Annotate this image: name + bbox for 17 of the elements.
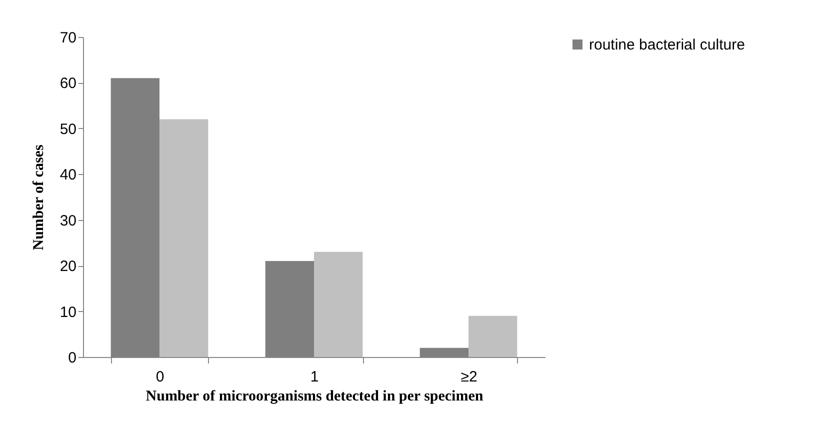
y-tick-label: 60 [60,75,76,92]
y-tick-label: 10 [60,304,76,321]
x-tick-label: 1 [310,368,319,386]
y-tick-label: 20 [60,258,76,276]
legend-label: routine bacterial culture [589,36,745,54]
bar [468,316,518,357]
y-tick-label: 50 [60,120,76,138]
y-tick-label: 30 [60,212,76,230]
y-tick-label: 0 [68,350,76,366]
y-tick-label: 70 [60,30,76,46]
x-axis-title: Number of microorganisms detected in per specimen [146,388,484,404]
bar [314,252,363,357]
x-tick-label: ≥2 [460,368,478,386]
x-tick-label: 0 [156,368,164,386]
bar [159,119,208,357]
y-tick-label: 40 [60,166,76,184]
y-axis-title: Number of cases [30,144,47,250]
